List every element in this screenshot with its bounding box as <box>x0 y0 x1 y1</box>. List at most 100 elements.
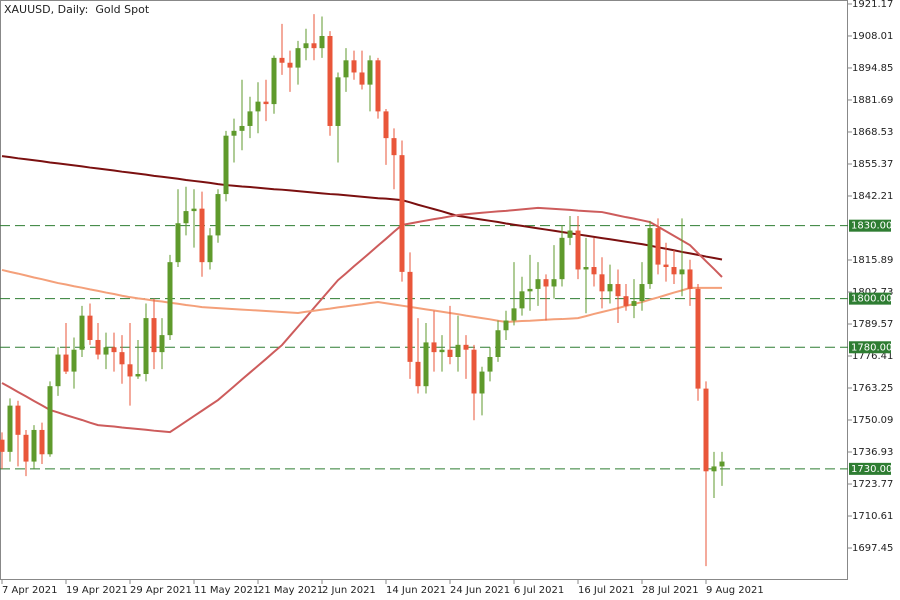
candle-body <box>0 439 5 452</box>
x-tick-label: 19 Apr 2021 <box>66 585 128 596</box>
candle-body <box>79 315 85 350</box>
candle-body <box>599 274 605 292</box>
candle-body <box>263 101 269 105</box>
candle-body <box>535 279 541 289</box>
y-tick-label: 1855.37 <box>852 159 893 170</box>
candle-body <box>47 386 53 455</box>
x-tick-label: 2 Jun 2021 <box>322 585 376 596</box>
candle-body <box>439 349 445 353</box>
candle-body <box>207 235 213 263</box>
candle-body <box>287 62 293 68</box>
y-tick-label: 1815.89 <box>852 255 893 266</box>
candle-body <box>551 279 557 287</box>
candle-body <box>359 72 365 85</box>
candle-body <box>103 347 109 355</box>
candle-body <box>199 208 205 263</box>
candle-body <box>679 269 685 275</box>
candle-body <box>183 211 189 224</box>
candle-body <box>487 356 493 372</box>
candle-body <box>55 354 61 387</box>
level-label: 1830.00 <box>851 221 892 232</box>
level-tag <box>849 219 891 232</box>
candle-body <box>279 57 285 63</box>
moving-average <box>1 155 723 261</box>
candle-body <box>135 374 141 377</box>
candle-body <box>719 461 725 467</box>
level-tag <box>849 341 891 354</box>
candle-body <box>471 349 477 394</box>
candle-body <box>703 388 709 472</box>
level-tag <box>849 462 891 475</box>
x-tick-label: 9 Aug 2021 <box>706 585 764 596</box>
moving-average <box>1 268 722 323</box>
y-tick-label: 1894.85 <box>852 63 893 74</box>
candle-body <box>7 405 13 452</box>
candle-body <box>503 320 509 331</box>
y-tick-label: 1868.53 <box>852 127 893 138</box>
x-tick-label: 21 May 2021 <box>258 585 323 596</box>
candle-body <box>247 111 253 126</box>
candle-body <box>655 228 661 265</box>
candle-body <box>511 308 517 321</box>
candle-body <box>319 35 325 49</box>
x-tick-label: 24 Jun 2021 <box>450 585 510 596</box>
candle-body <box>215 194 221 236</box>
candle-body <box>327 35 333 126</box>
candle-body <box>479 371 485 394</box>
candle-body <box>607 284 613 292</box>
candle-body <box>631 301 637 306</box>
candle-body <box>223 135 229 195</box>
candle-body <box>351 60 357 73</box>
x-tick-label: 7 Apr 2021 <box>2 585 57 596</box>
candle-body <box>119 352 125 365</box>
candle-body <box>23 434 29 462</box>
y-tick-label: 1723.77 <box>852 479 893 490</box>
x-tick-label: 14 Jun 2021 <box>386 585 446 596</box>
y-tick-label: 1710.61 <box>852 511 893 522</box>
moving-average <box>1 206 723 434</box>
candle-body <box>39 429 45 455</box>
candle-body <box>375 60 381 112</box>
candle-body <box>31 429 37 462</box>
candle-body <box>495 330 501 357</box>
level-label: 1780.00 <box>851 342 892 353</box>
candle-body <box>303 43 309 49</box>
candle-body <box>455 344 461 357</box>
candle-body <box>567 230 573 238</box>
candle-body <box>671 267 677 275</box>
x-tick-label: 29 Apr 2021 <box>130 585 192 596</box>
candle-body <box>239 125 245 131</box>
candle-body <box>343 60 349 78</box>
candle-body <box>383 111 389 139</box>
candle-body <box>127 364 133 377</box>
candle-body <box>271 57 277 105</box>
candle-body <box>519 291 525 309</box>
candle-body <box>559 237 565 280</box>
candle-body <box>711 466 717 472</box>
y-tick-label: 1921.17 <box>852 0 893 10</box>
x-tick-label: 16 Jul 2021 <box>578 585 635 596</box>
x-tick-label: 28 Jul 2021 <box>642 585 699 596</box>
candle-body <box>391 138 397 156</box>
candle-body <box>335 77 341 126</box>
candle-body <box>447 349 453 357</box>
y-tick-label: 1776.41 <box>852 351 893 362</box>
candle-body <box>695 288 701 389</box>
candle-body <box>663 264 669 268</box>
candle-body <box>191 208 197 212</box>
x-tick-label: 6 Jul 2021 <box>514 585 564 596</box>
candle-body <box>527 288 533 292</box>
candle-body <box>367 60 373 85</box>
candle-body <box>231 130 237 136</box>
candle-body <box>639 284 645 302</box>
candle-body <box>647 228 653 285</box>
candle-body <box>583 267 589 270</box>
candle-body <box>415 361 421 387</box>
y-tick-label: 1908.01 <box>852 31 893 42</box>
y-tick-label: 1736.93 <box>852 447 893 458</box>
candle-body <box>87 315 93 340</box>
candle-body <box>463 344 469 350</box>
candle-body <box>95 339 101 355</box>
candle-body <box>167 262 173 336</box>
